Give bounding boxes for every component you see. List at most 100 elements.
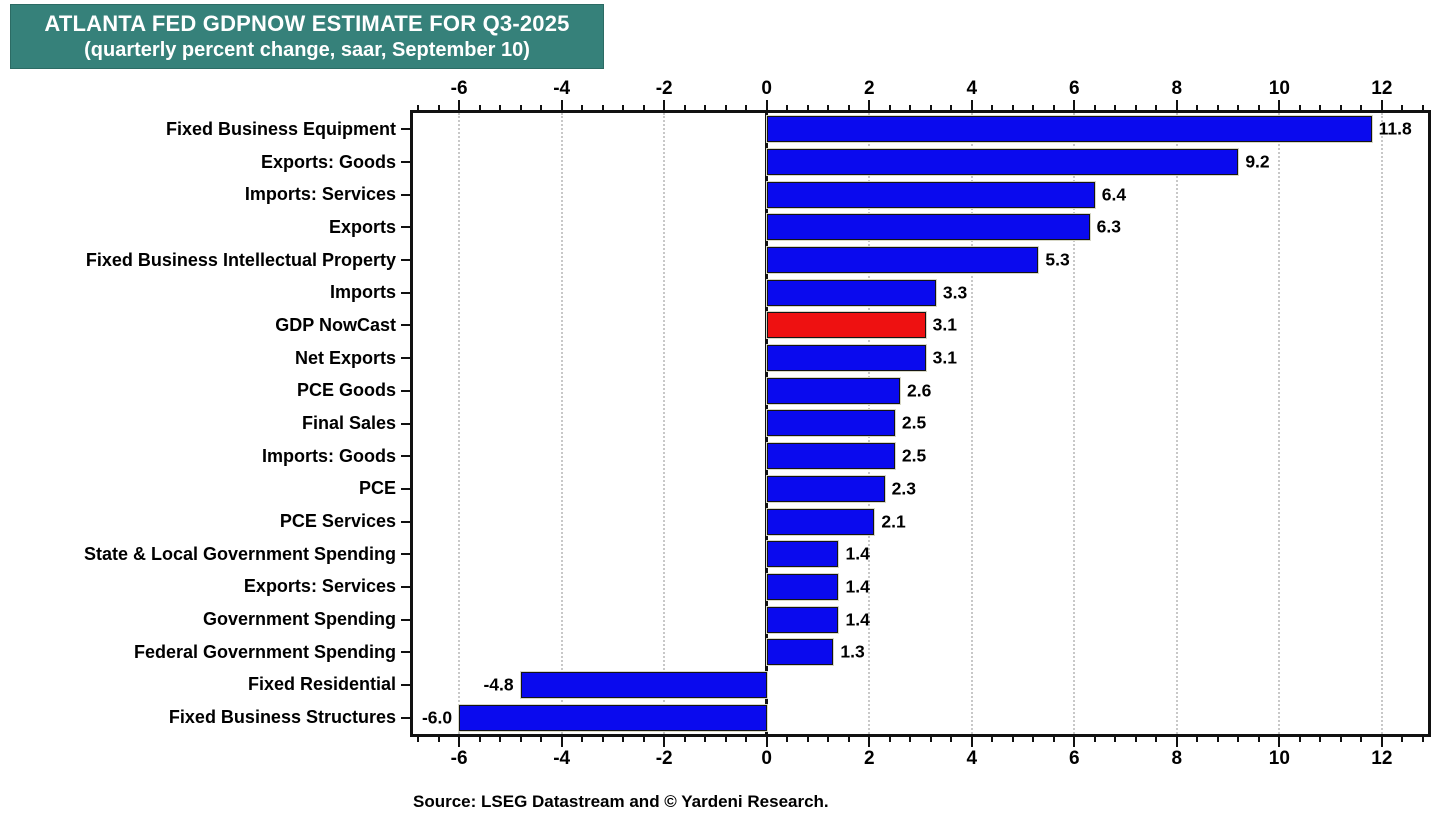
bar <box>766 214 1090 241</box>
axis-minor-tick <box>540 737 543 742</box>
left-axis-tick <box>401 226 410 229</box>
left-axis-tick <box>401 422 410 425</box>
axis-tick-label-bottom: 6 <box>1068 748 1080 769</box>
axis-major-tick <box>1380 737 1383 747</box>
left-axis-tick <box>401 585 410 588</box>
bar-row: 1.4 <box>413 603 1428 636</box>
axis-minor-tick <box>1114 737 1117 742</box>
source-text: Source: LSEG Datastream and © Yardeni Re… <box>413 792 829 811</box>
axis-tick-label-bottom: 2 <box>863 748 875 769</box>
bar <box>766 541 839 568</box>
axis-minor-tick <box>683 105 686 110</box>
left-axis-tick <box>401 291 410 294</box>
axis-minor-tick <box>683 737 686 742</box>
left-axis-tick <box>401 259 410 262</box>
axis-minor-tick <box>1257 105 1260 110</box>
category-label: State & Local Government Spending <box>83 543 396 564</box>
bar-row: -6.0 <box>413 701 1428 734</box>
axis-minor-tick <box>724 105 727 110</box>
axis-minor-tick <box>622 737 625 742</box>
axis-minor-tick <box>540 105 543 110</box>
axis-major-tick <box>765 100 768 110</box>
axis-minor-tick <box>1011 105 1014 110</box>
bar-row: 2.5 <box>413 407 1428 440</box>
axis-minor-tick <box>1052 737 1055 742</box>
axis-minor-tick <box>991 737 994 742</box>
axis-minor-tick <box>1134 105 1137 110</box>
bar <box>766 149 1239 175</box>
axis-minor-tick <box>1339 105 1342 110</box>
left-axis-tick <box>401 683 410 686</box>
chart-title-line1: ATLANTA FED GDPNOW ESTIMATE FOR Q3-2025 <box>44 11 570 36</box>
axis-tick-label-top: 8 <box>1171 78 1183 99</box>
left-axis-tick <box>401 324 410 327</box>
grid-line <box>1073 113 1076 734</box>
bar-row: 2.5 <box>413 440 1428 473</box>
axis-tick-label-top: 10 <box>1268 78 1290 99</box>
axis-minor-tick <box>1401 105 1404 110</box>
axis-minor-tick <box>806 737 809 742</box>
bar <box>766 410 895 437</box>
bar <box>766 247 1039 274</box>
axis-tick-label-bottom: 10 <box>1268 748 1290 769</box>
axis-tick-label-bottom: 0 <box>761 748 772 769</box>
axis-minor-tick <box>499 737 502 742</box>
axis-minor-tick <box>704 105 707 110</box>
left-axis-tick <box>401 520 410 523</box>
axis-minor-tick <box>581 105 584 110</box>
axis-minor-tick <box>417 105 420 110</box>
axis-minor-tick <box>1216 737 1219 742</box>
grid-line <box>458 113 461 734</box>
bar-value-label: 5.3 <box>1045 249 1070 270</box>
axis-minor-tick <box>622 105 625 110</box>
grid-line <box>1380 113 1383 734</box>
bar <box>520 671 767 698</box>
bar <box>766 573 839 600</box>
axis-minor-tick <box>827 105 830 110</box>
axis-minor-tick <box>847 737 850 742</box>
category-label: Imports: Goods <box>262 445 396 466</box>
category-label: Exports: Goods <box>260 151 396 172</box>
axis-minor-tick <box>499 105 502 110</box>
axis-minor-tick <box>909 737 912 742</box>
axis-minor-tick <box>417 737 420 742</box>
axis-major-tick <box>970 737 973 747</box>
axis-minor-tick <box>1319 105 1322 110</box>
axis-major-tick <box>1175 737 1178 747</box>
axis-minor-tick <box>991 105 994 110</box>
category-label: Fixed Business Intellectual Property <box>85 249 396 270</box>
axis-major-tick <box>868 100 871 110</box>
category-label: Fixed Business Structures <box>168 707 396 728</box>
axis-minor-tick <box>1114 105 1117 110</box>
axis-major-tick <box>1278 100 1281 110</box>
axis-minor-tick <box>519 737 522 742</box>
bar <box>766 443 895 470</box>
bar-value-label: 6.4 <box>1101 184 1127 205</box>
axis-minor-tick <box>1155 737 1158 742</box>
grid-line <box>1278 113 1281 734</box>
bar <box>766 508 875 535</box>
axis-minor-tick <box>1421 737 1424 742</box>
left-axis-tick <box>401 618 410 621</box>
axis-minor-tick <box>1421 105 1424 110</box>
bar-value-label: 1.3 <box>840 641 865 662</box>
axis-minor-tick <box>1237 737 1240 742</box>
bar-row: 2.6 <box>413 374 1428 407</box>
bar-value-label: 2.5 <box>901 445 927 466</box>
axis-minor-tick <box>1298 105 1301 110</box>
category-label: Imports: Services <box>244 184 396 205</box>
axis-minor-tick <box>888 737 891 742</box>
axis-tick-label-top: 12 <box>1371 78 1393 99</box>
bar <box>766 345 926 372</box>
bar-row: 3.1 <box>413 342 1428 375</box>
category-label: Exports: Services <box>243 576 396 597</box>
axis-minor-tick <box>909 105 912 110</box>
category-label: Fixed Business Equipment <box>165 118 396 139</box>
category-label: Fixed Residential <box>247 674 396 695</box>
axis-minor-tick <box>642 105 645 110</box>
bar-value-label: 2.1 <box>881 511 906 532</box>
axis-minor-tick <box>847 105 850 110</box>
axis-major-tick <box>458 100 461 110</box>
axis-minor-tick <box>806 105 809 110</box>
